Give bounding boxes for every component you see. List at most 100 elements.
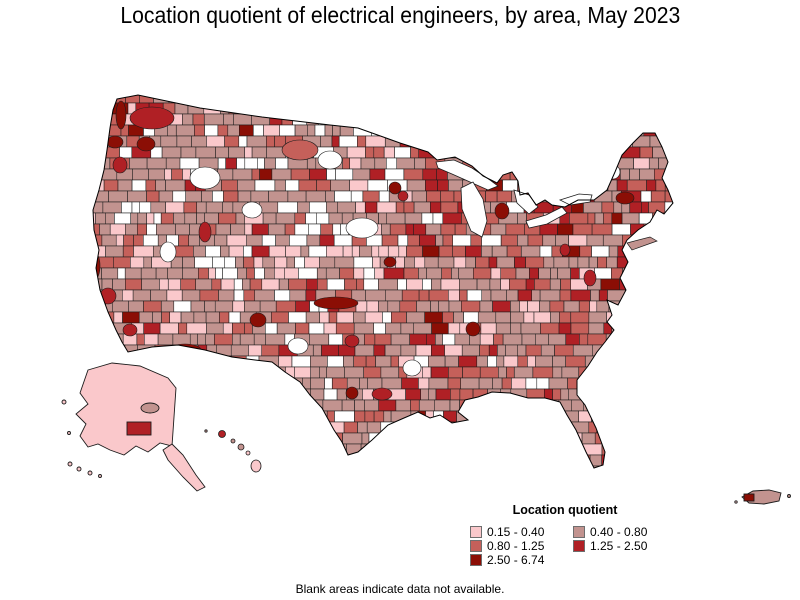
map-area — [338, 135, 358, 148]
map-area — [597, 157, 619, 170]
map-area — [456, 135, 473, 148]
map-area — [222, 201, 234, 214]
map-area — [479, 344, 490, 357]
map-area — [492, 399, 505, 412]
map-area — [165, 157, 181, 170]
map-area — [594, 267, 612, 280]
map-area — [385, 289, 403, 302]
map-area — [558, 95, 578, 104]
map-area — [652, 399, 671, 412]
map-area — [395, 465, 412, 468]
map-area — [406, 311, 425, 324]
map-area — [354, 410, 366, 423]
map-area — [193, 311, 207, 324]
map-area — [161, 146, 182, 159]
map-area — [540, 95, 560, 104]
map-area — [360, 102, 374, 115]
map-area — [490, 289, 507, 302]
map-area — [675, 312, 686, 323]
map-area — [675, 334, 685, 345]
map-area — [381, 223, 391, 236]
map-area — [183, 366, 197, 379]
map-area — [328, 333, 343, 346]
map-area — [103, 179, 119, 192]
map-area — [133, 245, 154, 258]
map-area — [222, 267, 238, 280]
map-area — [378, 212, 387, 225]
map-area — [353, 267, 365, 280]
map-area — [124, 267, 142, 280]
map-area — [222, 410, 242, 423]
map-area — [588, 322, 605, 335]
map-area — [265, 322, 278, 335]
map-area — [353, 124, 372, 137]
map-area — [664, 190, 673, 203]
map-area — [519, 399, 532, 412]
map-area — [676, 114, 687, 125]
map-area — [365, 146, 375, 159]
map-area — [602, 102, 620, 115]
map-area — [172, 190, 186, 203]
map-area — [443, 113, 463, 126]
lake-erie — [525, 206, 568, 229]
map-area — [506, 289, 519, 302]
map-area — [336, 388, 347, 401]
map-area — [350, 190, 364, 203]
map-area — [232, 168, 253, 181]
map-area-hotspot — [198, 221, 212, 243]
map-area-hotspot — [388, 181, 402, 195]
map-area — [625, 289, 637, 302]
map-area — [517, 289, 533, 302]
map-area — [634, 388, 644, 401]
map-area — [366, 421, 382, 434]
map-area — [363, 366, 382, 379]
map-area — [660, 113, 673, 126]
map-area — [444, 454, 457, 467]
hawaii-big-island — [250, 459, 262, 473]
map-area — [210, 410, 223, 423]
map-area — [463, 311, 479, 324]
no-data-area — [317, 150, 343, 170]
aleutian-islands — [61, 399, 102, 478]
map-area — [587, 124, 603, 137]
map-area — [155, 267, 168, 280]
map-area — [427, 135, 445, 148]
map-area — [95, 95, 114, 104]
no-data-area — [402, 359, 422, 377]
map-area — [540, 102, 559, 115]
map-area — [250, 190, 269, 203]
map-area — [506, 245, 522, 258]
map-area — [140, 267, 157, 280]
map-area — [534, 179, 547, 192]
map-area — [603, 344, 622, 357]
map-area — [571, 124, 589, 137]
map-area — [261, 344, 280, 357]
map-area — [599, 388, 614, 401]
map-area — [205, 388, 220, 401]
map-area — [281, 410, 302, 423]
map-area — [310, 377, 325, 390]
map-area — [383, 267, 405, 280]
map-area — [242, 278, 251, 291]
map-area — [413, 201, 431, 214]
map-area — [294, 124, 308, 137]
map-area — [176, 124, 195, 137]
map-area — [539, 245, 553, 258]
map-area — [223, 113, 234, 126]
map-area — [477, 124, 491, 137]
map-area — [349, 454, 360, 467]
map-area — [215, 477, 227, 488]
map-area — [633, 157, 650, 170]
map-area — [675, 411, 684, 422]
map-area — [621, 212, 640, 225]
map-area — [293, 465, 310, 468]
map-area — [525, 256, 545, 269]
choropleth-mosaic — [93, 95, 687, 488]
map-area — [316, 212, 330, 225]
map-area — [327, 355, 344, 368]
map-area — [228, 245, 244, 258]
map-area — [633, 256, 645, 269]
map-area — [546, 179, 560, 192]
map-area — [597, 256, 607, 269]
map-area — [425, 179, 438, 192]
